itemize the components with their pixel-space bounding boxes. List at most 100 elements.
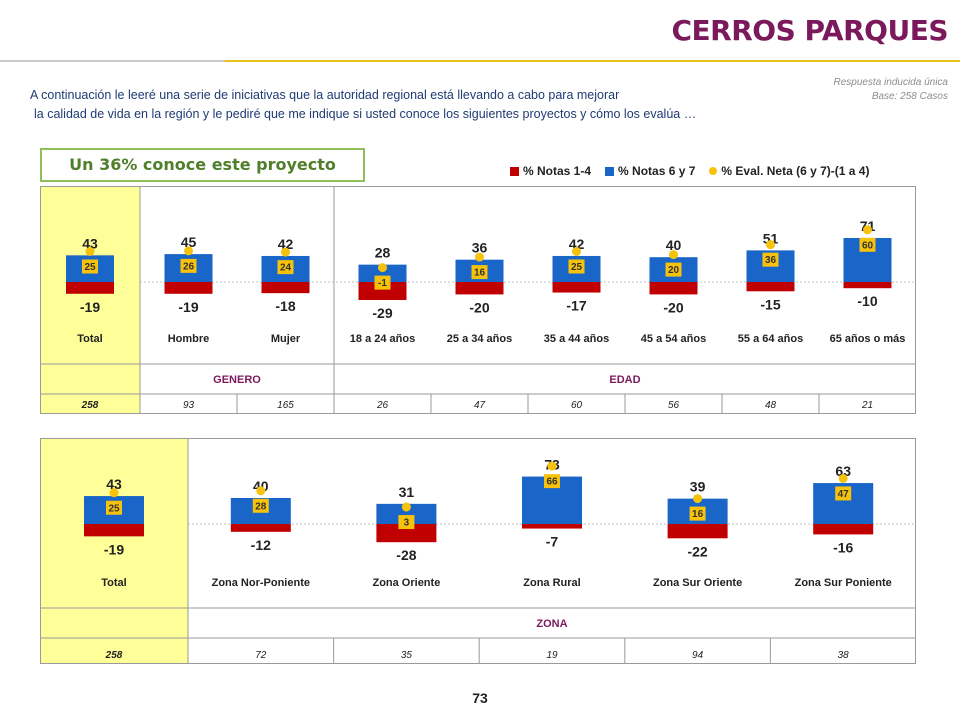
label-negative: -19	[80, 299, 100, 315]
category-label: 35 a 44 años	[544, 333, 609, 345]
label-negative: -20	[663, 299, 683, 315]
net-marker	[863, 225, 872, 235]
group-label: ZONA	[536, 618, 567, 630]
label-negative: -29	[372, 305, 392, 321]
base-value: 94	[692, 650, 704, 661]
net-label-box	[835, 486, 852, 501]
net-label: 36	[765, 255, 777, 266]
bar-negative	[455, 282, 504, 295]
net-marker	[693, 494, 703, 504]
label-negative: -15	[760, 296, 780, 312]
base-value: 19	[546, 650, 558, 661]
label-positive: 45	[181, 234, 197, 250]
net-marker	[838, 473, 848, 483]
bar-negative	[667, 524, 728, 539]
category-label: Total	[77, 333, 102, 345]
net-label-box	[82, 259, 98, 274]
base-value: 56	[668, 400, 680, 411]
category-label: Mujer	[271, 333, 301, 345]
net-label-box	[762, 252, 779, 267]
total-highlight	[40, 438, 188, 664]
category-label: 65 años o más	[830, 333, 906, 345]
legend-label-neg: % Notas 1-4	[523, 164, 592, 178]
label-negative: -28	[396, 547, 416, 563]
category-label: Zona Sur Poniente	[795, 577, 892, 589]
category-label: 45 a 54 años	[641, 333, 706, 345]
chart-frame	[40, 438, 916, 664]
legend-swatch-neg	[510, 166, 519, 176]
base-value: 258	[105, 650, 123, 661]
net-marker	[572, 247, 581, 256]
bar-negative	[84, 524, 144, 537]
net-label-box	[568, 259, 585, 274]
net-label-box	[544, 474, 560, 489]
base-value: 38	[838, 650, 850, 661]
net-label-box	[252, 498, 269, 513]
net-label: 25	[108, 503, 120, 514]
label-negative: -12	[251, 537, 271, 553]
bar-negative	[843, 282, 892, 289]
label-negative: -19	[104, 541, 124, 557]
net-label-box	[277, 260, 294, 275]
net-marker	[547, 461, 557, 471]
net-marker	[184, 246, 193, 256]
question-text: A continuación le leeré una serie de ini…	[22, 86, 822, 124]
label-positive: 28	[375, 245, 391, 261]
bar-negative	[552, 282, 601, 293]
label-negative: -16	[833, 539, 853, 555]
net-label: -1	[378, 278, 387, 289]
net-label-box	[689, 506, 706, 521]
base-value: 47	[474, 400, 486, 411]
chart-frame	[40, 186, 916, 414]
net-label: 24	[280, 263, 292, 274]
category-label: Zona Rural	[523, 577, 580, 589]
net-marker	[85, 247, 95, 256]
net-label-box	[180, 258, 197, 273]
bar-negative	[813, 524, 874, 535]
net-label-box	[859, 237, 876, 252]
category-label: Zona Sur Oriente	[653, 577, 742, 589]
bar-negative	[522, 524, 582, 529]
base-value: 165	[277, 400, 294, 411]
net-label-box	[106, 500, 122, 515]
bar-positive	[358, 264, 407, 282]
net-marker	[109, 488, 119, 498]
bar-negative	[358, 282, 407, 300]
label-positive: 42	[569, 236, 585, 252]
net-label: 16	[474, 268, 486, 279]
base-value: 72	[255, 650, 267, 661]
question-line-2: la calidad de vida en la región y le ped…	[34, 107, 697, 121]
category-label: Zona Oriente	[372, 577, 440, 589]
bar-negative	[164, 282, 213, 294]
base-value: 93	[183, 400, 195, 411]
base-value: 60	[571, 400, 583, 411]
legend-item-pos: % Notas 6 y 7	[605, 164, 695, 178]
bar-negative	[376, 524, 437, 543]
category-label: 55 a 64 años	[738, 333, 803, 345]
label-positive: 36	[472, 240, 488, 256]
base-value: 48	[765, 400, 777, 411]
label-negative: -7	[546, 534, 559, 550]
legend-item-neg: % Notas 1-4	[510, 164, 591, 178]
label-negative: -18	[275, 298, 295, 314]
base-value: 21	[861, 400, 873, 411]
net-marker	[378, 263, 387, 273]
net-label-box	[374, 275, 391, 290]
group-label: GENERO	[213, 374, 261, 386]
label-positive: 39	[690, 479, 706, 495]
bar-negative	[649, 282, 698, 295]
category-label: 18 a 24 años	[350, 333, 415, 345]
net-label: 16	[692, 509, 704, 520]
label-positive: 43	[82, 235, 98, 251]
net-label-box	[398, 515, 415, 530]
net-label: 47	[838, 489, 850, 500]
category-label: 25 a 34 años	[447, 333, 512, 345]
net-marker	[281, 247, 290, 257]
question-line-1: A continuación le leeré una serie de ini…	[30, 88, 620, 102]
base-count: Base: 258 Casos	[871, 91, 948, 102]
net-marker	[256, 486, 266, 496]
bar-negative	[261, 282, 310, 294]
label-positive: 31	[399, 484, 415, 500]
total-highlight	[40, 186, 140, 414]
